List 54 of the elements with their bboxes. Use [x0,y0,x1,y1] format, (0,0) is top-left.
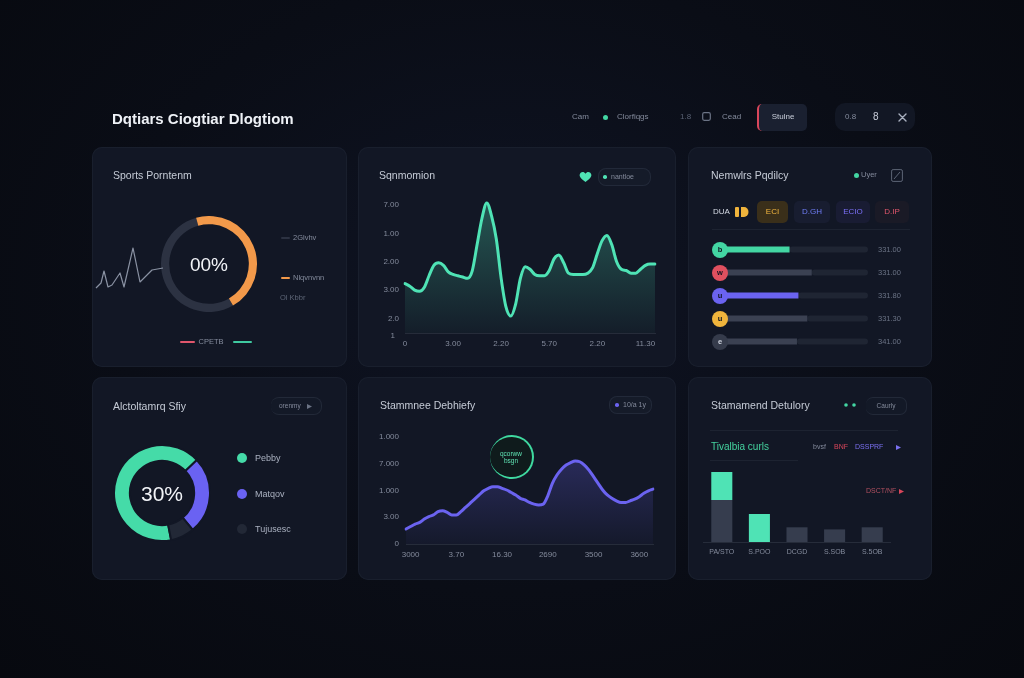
x-tick-label: 3.70 [448,550,465,559]
x-tick-label: 3000 [401,550,421,559]
text: 3.00 [383,285,399,295]
button: Stulne [757,104,807,131]
text: 00% [189,254,229,276]
text: DUA [713,207,730,217]
chart-title: Sqnmomion [379,168,436,182]
tab: ECIO [836,201,870,223]
x-tick-label: 3500 [584,550,603,559]
x-tick-label: 0 [402,339,408,348]
text: 2.0 [387,314,399,324]
text: 1.8 [680,112,692,122]
x-tick-label: 3.00 [445,339,462,348]
chart-title: Stammnee Debhiefy [380,398,476,412]
x-tick-label: 2.20 [493,339,510,348]
text: 1 [390,331,395,341]
text: 1.000 [378,485,399,496]
x-tick-label: 2690 [538,550,558,559]
text: 1.000 [378,432,399,442]
tab: D.IP [875,201,909,223]
text: 1.00 [383,229,399,239]
x-tick-label: 3600 [630,550,649,559]
tab: ECI [757,201,788,223]
text: Dqtiars Ciogtiar Dlogtiom [112,110,294,128]
legend-label: Pebby [255,452,281,464]
text: 7.000 [378,459,399,469]
text: 3.00 [383,512,399,522]
text: 30% [140,481,184,507]
bar [824,529,846,542]
x-tick-label: 16.30 [492,550,513,559]
text: 8 [873,111,879,123]
tab: D.GH [794,201,830,223]
chart-title: Alctoltamrq Sfiy [113,399,186,413]
text: Cead [722,112,742,122]
chart-title: Sports Porntenm [113,168,192,182]
text: Clorfiqgs [617,112,649,122]
x-tick-label: 5.70 [541,339,558,348]
legend-label: Tujusesc [255,523,291,535]
chart-subtitle: Tivalbia curls [711,441,769,453]
text: 0.8 [845,112,857,122]
bar [748,514,770,542]
chart-title: Stamamend Detulory [711,398,810,412]
text: 7.00 [383,200,399,210]
bar [711,472,733,500]
bar [786,527,808,542]
text: 0 [394,539,399,549]
chart-title: Nemwlrs Pqdilcy [711,168,789,182]
legend-label: Matqov [255,488,285,499]
text: 2.00 [383,257,399,267]
x-tick-label: 11.30 [635,339,656,348]
x-tick-label: 2.20 [589,339,606,348]
bar [711,500,733,542]
bar [861,527,883,542]
text: Cam [572,112,589,122]
